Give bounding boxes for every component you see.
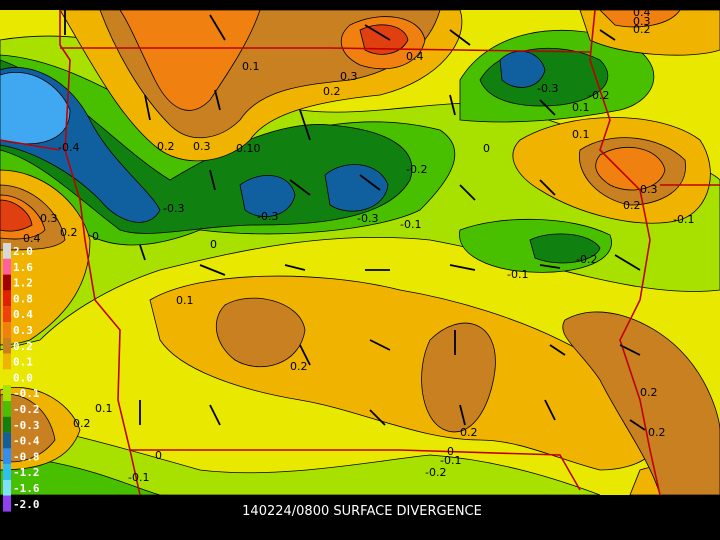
legend-swatch [3,432,11,449]
legend-label: -0.2 [13,403,40,416]
contour-label: 0.4 [23,232,41,245]
contour-label: 0.2 [60,226,78,239]
legend-swatch [3,401,11,417]
contour-label: -0.1 [128,471,149,484]
contour-label: -0.2 [425,466,446,479]
legend-label: -0.3 [13,419,40,432]
legend-swatch [3,353,11,370]
contour-label: 0.10 [236,142,261,155]
divergence-field [0,9,720,496]
contour-label: 0.1 [242,60,260,73]
contour-label: -0.1 [400,218,421,231]
legend-label: 0.4 [13,308,33,321]
contour-label: 0 [210,238,217,251]
contour-label: 0.2 [460,426,478,439]
legend-swatch [3,480,11,496]
legend-label: -0.4 [13,435,40,448]
contour-label: -0.1 [673,213,694,226]
legend-swatch [3,385,11,401]
contour-label: 0.1 [572,128,590,141]
legend-swatch [3,495,11,512]
contour-label: -0.3 [537,82,558,95]
contour-label: 0.2 [290,360,308,373]
contour-label: -0.1 [440,454,461,467]
legend-swatch [3,274,11,291]
contour-label: 0.4 [406,50,424,63]
contour-label: 0.3 [633,15,651,28]
contour-label: 0.1 [572,101,590,114]
contour-label: -0.3 [357,212,378,225]
legend-label: -1.6 [13,482,40,495]
contour-label: 0.2 [640,386,658,399]
legend-swatch [3,243,11,259]
contour-label: 0 [92,230,99,243]
contour-labels: 0.10.30.20.40.40.30.2-0.3-0.20.10.1-0.4 0… [23,6,694,484]
contour-label: 0.1 [176,294,194,307]
legend-swatch [3,369,11,386]
legend-label: 0.1 [13,356,33,369]
contour-label: 0.1 [95,402,113,415]
legend-label: 0.0 [13,371,33,384]
contour-label: 0.2 [157,140,175,153]
contour-label: -0.1 [507,268,528,281]
legend-swatch [3,258,11,275]
contour-label: 0.2 [323,85,341,98]
contour-label: 0 [155,449,162,462]
contour-label: 0.4 [633,6,651,19]
contour-label: -0.3 [163,202,184,215]
legend-swatch [3,322,11,338]
legend-label: 0.8 [13,292,33,305]
contour-label: 0.2 [623,199,641,212]
legend-swatch [3,464,11,480]
contour-label: 0.3 [193,140,211,153]
legend-swatch [3,306,11,322]
legend-swatch [3,448,11,465]
color-legend: 2.0 1.6 1.2 0.8 0.4 0.3 0.2 0.1 0.0 -0.1 -0.2 -0.3 -… [3,243,40,512]
legend-label: 0.3 [13,324,33,337]
contour-label: 0.2 [648,426,666,439]
contour-label: -0.2 [588,89,609,102]
wind-barbs [64,10,646,431]
legend-swatch [3,416,11,433]
legend-label: 1.2 [13,277,33,290]
state-borders [0,9,720,496]
contour-label: -0.4 [58,141,79,154]
contour-label: 0.3 [340,70,358,83]
legend-label: 2.0 [13,245,33,258]
contour-label: 0 [447,445,454,458]
contour-label: -0.2 [406,163,427,176]
legend-label: -1.2 [13,466,40,479]
legend-label: -2.0 [13,498,40,511]
legend-label: -0.8 [13,450,40,463]
contour-label: 0.2 [73,417,91,430]
contour-label: -0.2 [576,253,597,266]
contour-label: 0.3 [40,212,58,225]
legend-swatch [3,337,11,354]
legend-label: 0.2 [13,340,33,353]
legend-swatch [3,290,11,307]
legend-label: 1.6 [13,261,33,274]
contour-label: 0 [483,142,490,155]
contour-label: 0.2 [633,23,651,36]
contour-label: -0.3 [257,210,278,223]
legend-label: -0.1 [13,387,40,400]
caption: 140224/0800 SURFACE DIVERGENCE [242,504,482,519]
contour-label: 0.3 [640,183,658,196]
